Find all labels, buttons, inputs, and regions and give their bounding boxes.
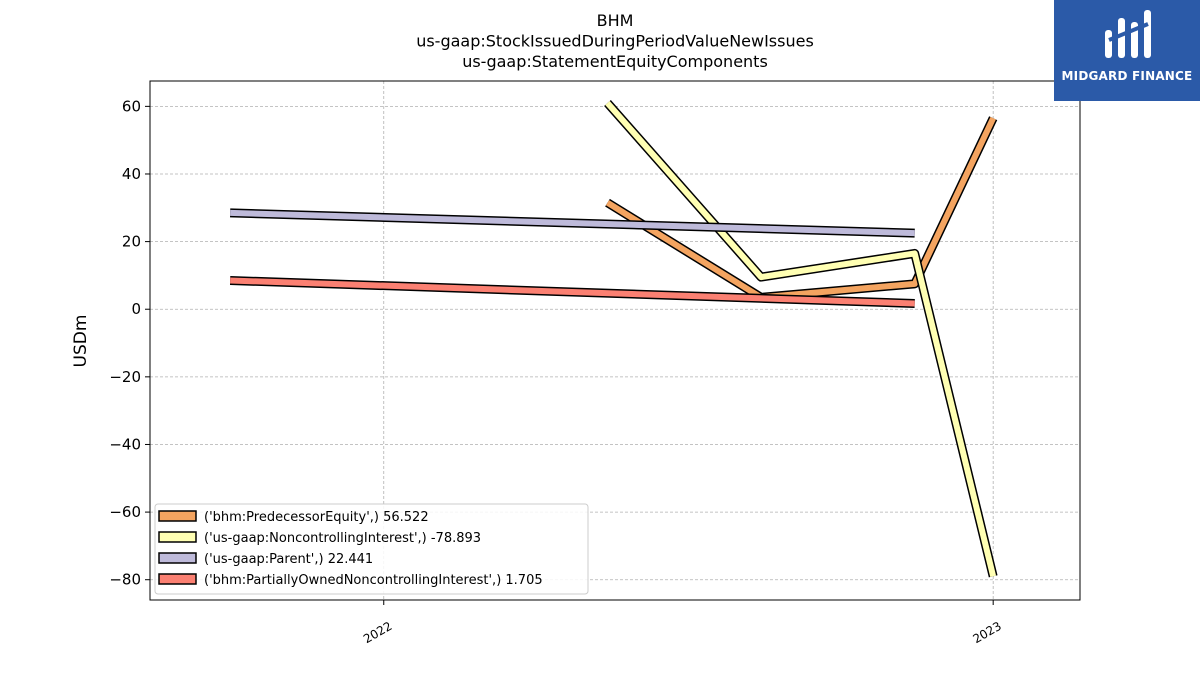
y-tick-label: −20 bbox=[109, 368, 141, 386]
legend: ('bhm:PredecessorEquity',) 56.522 ('us-ga… bbox=[154, 503, 589, 595]
chart-title-line: us-gaap:StatementEquityComponents bbox=[462, 52, 768, 71]
y-tick-label: −80 bbox=[109, 571, 141, 589]
x-tick-label: 2022 bbox=[361, 619, 394, 646]
legend-label: ('us-gaap:NoncontrollingInterest',) -78.… bbox=[204, 531, 481, 546]
midgard-logo: MIDGARD FINANCE bbox=[1054, 0, 1200, 101]
legend-swatch bbox=[158, 552, 197, 564]
legend-label: ('us-gaap:Parent',) 22.441 bbox=[204, 552, 373, 567]
y-tick-label: 20 bbox=[122, 233, 141, 251]
series-line-3 bbox=[229, 275, 915, 308]
midgard-logo-icon bbox=[1105, 10, 1151, 58]
y-tick-label: −40 bbox=[109, 435, 141, 453]
plot-frame bbox=[149, 80, 1081, 601]
y-axis: 60 40 20 0 −20 −40 −60 −80 bbox=[109, 97, 150, 589]
y-tick-label: 60 bbox=[122, 97, 141, 115]
logo-text: MIDGARD FINANCE bbox=[1061, 69, 1193, 83]
chart-title: BHM us-gaap:StockIssuedDuringPeriodValueN… bbox=[416, 11, 814, 71]
y-axis-label: USDm bbox=[71, 315, 91, 368]
y-tick-label: 40 bbox=[122, 165, 141, 183]
series-line-2 bbox=[230, 208, 915, 238]
legend-swatch bbox=[158, 510, 197, 522]
series-layer bbox=[229, 100, 998, 578]
legend-label: ('bhm:PredecessorEquity',) 56.522 bbox=[204, 510, 429, 525]
legend-box bbox=[154, 503, 589, 595]
legend-label: ('bhm:PartiallyOwnedNoncontrollingIntere… bbox=[204, 573, 543, 588]
series-line-1 bbox=[604, 100, 998, 578]
y-tick-label: −60 bbox=[109, 503, 141, 521]
x-axis: 2022 2023 bbox=[361, 600, 1004, 646]
legend-swatch bbox=[158, 531, 197, 543]
series-line-0 bbox=[605, 116, 998, 302]
x-tick-label: 2023 bbox=[970, 619, 1003, 646]
chart-title-line: us-gaap:StockIssuedDuringPeriodValueNewI… bbox=[416, 32, 814, 51]
y-tick-label: 0 bbox=[131, 300, 141, 318]
legend-swatch bbox=[158, 573, 197, 585]
chart-title-line: BHM bbox=[597, 11, 634, 30]
